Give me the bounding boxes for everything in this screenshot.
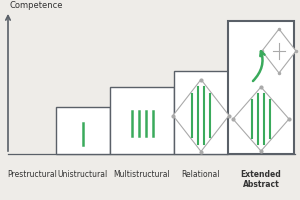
Bar <box>174 72 228 154</box>
Polygon shape <box>262 30 296 74</box>
FancyArrowPatch shape <box>253 52 265 82</box>
Polygon shape <box>173 80 229 152</box>
Text: Competence: Competence <box>10 1 64 10</box>
Text: Multistructural: Multistructural <box>114 169 170 178</box>
Text: Prestructural: Prestructural <box>7 169 57 178</box>
Text: Unistructural: Unistructural <box>58 169 108 178</box>
Text: Extended
Abstract: Extended Abstract <box>241 169 281 188</box>
Text: Relational: Relational <box>182 169 220 178</box>
Bar <box>110 88 174 154</box>
Bar <box>56 107 110 154</box>
Bar <box>228 22 294 154</box>
Polygon shape <box>233 88 289 151</box>
